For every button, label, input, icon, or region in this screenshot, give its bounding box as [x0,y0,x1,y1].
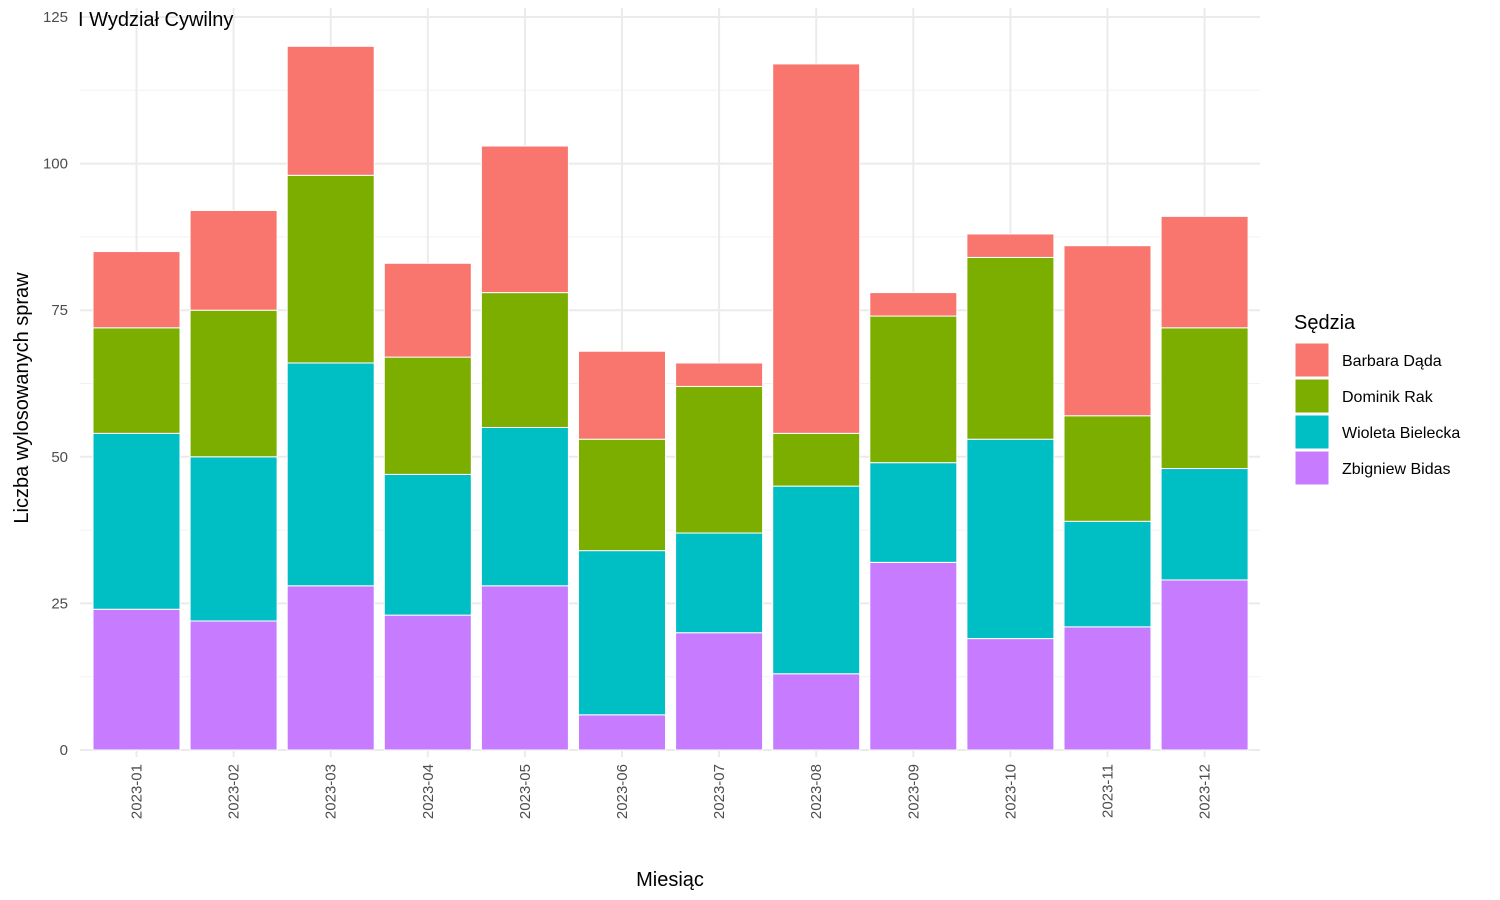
bar-segment: Barbara Dąda 2023-01: 13 [92,251,181,329]
legend-key [1294,342,1330,378]
legend-items: Barbara Dąda Dominik Rak Wioleta Bielecka Z… [1294,342,1460,486]
bar-segment: Zbigniew Bidas 2023-06: 6 [578,714,666,751]
x-tick-label: 2023-10 [1002,764,1019,819]
chart-title: I Wydział Cywilny [78,9,233,31]
bar-segment: Zbigniew Bidas 2023-01: 24 [92,608,181,751]
y-tick-label: 100 [43,156,68,173]
bar-segment: Dominik Rak 2023-01: 18 [92,327,181,434]
x-axis-ticks: 2023-01 2023-02 2023-03 2023-04 2023-05 2023-… [129,764,1214,819]
y-tick-label: 25 [51,595,68,612]
bar-segment: Barbara Dąda 2023-07: 4 [675,362,764,387]
y-axis-title: Liczba wylosowanych spraw [11,272,33,524]
bar-segment: Barbara Dąda 2023-04: 16 [383,262,472,358]
x-tick-label: 2023-06 [614,764,631,819]
x-tick-label: 2023-03 [323,764,340,819]
bar-segment: Wioleta Bielecka 2023-09: 17 [869,462,958,563]
legend-label: Dominik Rak [1342,389,1434,406]
bar-segment: Barbara Dąda 2023-08: 63 [772,63,861,434]
bar-segment: Dominik Rak 2023-02: 25 [189,309,278,458]
bar-segment: Zbigniew Bidas 2023-02: 22 [189,620,278,751]
x-axis-title: Miesiąc [636,869,704,891]
bar-segment: Zbigniew Bidas 2023-08: 13 [772,673,861,751]
bar-segment: Wioleta Bielecka 2023-05: 27 [480,426,569,587]
y-tick-label: 75 [51,302,68,319]
legend-key [1294,414,1330,450]
bar-segment: Barbara Dąda 2023-02: 17 [189,210,278,311]
bar-segment: Zbigniew Bidas 2023-12: 29 [1160,579,1249,751]
bar-segment: Barbara Dąda 2023-06: 15 [578,350,666,440]
bar-segment: Wioleta Bielecka 2023-03: 38 [286,362,375,587]
y-tick-label: 0 [60,742,68,759]
legend-label: Barbara Dąda [1342,353,1442,370]
bar-segment: Dominik Rak 2023-05: 23 [480,292,569,428]
bar-segment: Dominik Rak 2023-07: 25 [675,385,764,534]
bar-segment: Dominik Rak 2023-09: 25 [869,315,958,464]
bar-segment: Wioleta Bielecka 2023-10: 34 [966,438,1055,640]
bar-segment: Wioleta Bielecka 2023-01: 30 [92,432,181,610]
bar-segment: Barbara Dąda 2023-11: 29 [1063,245,1152,417]
bar-segment: Wioleta Bielecka 2023-12: 19 [1160,468,1249,581]
bar-segment: Dominik Rak 2023-11: 18 [1063,415,1152,522]
x-tick-label: 2023-01 [129,764,146,819]
x-tick-label: 2023-09 [905,764,922,819]
bar-segment: Wioleta Bielecka 2023-08: 32 [772,485,861,675]
bar-segment: Barbara Dąda 2023-03: 22 [286,45,375,176]
bar-segment: Barbara Dąda 2023-09: 4 [869,292,958,317]
bar-segment: Dominik Rak 2023-08: 9 [772,432,861,487]
bar-segment: Zbigniew Bidas 2023-10: 19 [966,638,1055,751]
bar-segment: Barbara Dąda 2023-12: 19 [1160,215,1249,329]
bar-segment: Dominik Rak 2023-12: 24 [1160,327,1249,470]
legend-title: Sędzia [1294,312,1356,334]
x-tick-label: 2023-02 [226,764,243,819]
bars: Zbigniew Bidas 2023-01: 24Wioleta Bielec… [92,45,1249,751]
x-tick-label: 2023-05 [517,764,534,819]
legend: Sędzia Barbara Dąda Dominik Rak Wioleta Bi… [1294,312,1460,486]
bar-segment: Wioleta Bielecka 2023-07: 17 [675,532,764,634]
x-tick-label: 2023-08 [808,764,825,819]
x-tick-label: 2023-12 [1197,764,1214,819]
bar-segment: Wioleta Bielecka 2023-06: 28 [578,550,666,716]
bar-segment: Barbara Dąda 2023-10: 4 [966,233,1055,258]
bar-segment: Dominik Rak 2023-06: 19 [578,438,666,552]
x-tick-label: 2023-04 [420,764,437,819]
legend-label: Zbigniew Bidas [1342,461,1451,478]
bar-segment: Wioleta Bielecka 2023-02: 28 [189,456,278,622]
bar-segment: Dominik Rak 2023-04: 20 [383,356,472,475]
bar-segment: Zbigniew Bidas 2023-11: 21 [1063,626,1152,751]
bar-segment: Zbigniew Bidas 2023-07: 20 [675,632,764,751]
y-tick-label: 50 [51,449,68,466]
bar-segment: Zbigniew Bidas 2023-04: 23 [383,614,472,751]
bar-segment: Zbigniew Bidas 2023-05: 28 [480,585,569,751]
bar-segment: Barbara Dąda 2023-05: 25 [480,145,569,294]
bar-segment: Dominik Rak 2023-03: 32 [286,174,375,364]
bar-segment: Zbigniew Bidas 2023-03: 28 [286,585,375,751]
y-axis-ticks: 0 25 50 75 100 125 [43,9,68,759]
legend-label: Wioleta Bielecka [1342,425,1460,442]
bar-segment: Wioleta Bielecka 2023-11: 18 [1063,520,1152,628]
bar-segment: Zbigniew Bidas 2023-09: 32 [869,561,958,751]
legend-key [1294,450,1330,486]
bar-segment: Wioleta Bielecka 2023-04: 24 [383,473,472,616]
x-tick-label: 2023-07 [711,764,728,819]
y-tick-label: 125 [43,9,68,26]
legend-key [1294,378,1330,414]
x-tick-label: 2023-11 [1100,764,1117,818]
bar-segment: Dominik Rak 2023-10: 31 [966,256,1055,440]
